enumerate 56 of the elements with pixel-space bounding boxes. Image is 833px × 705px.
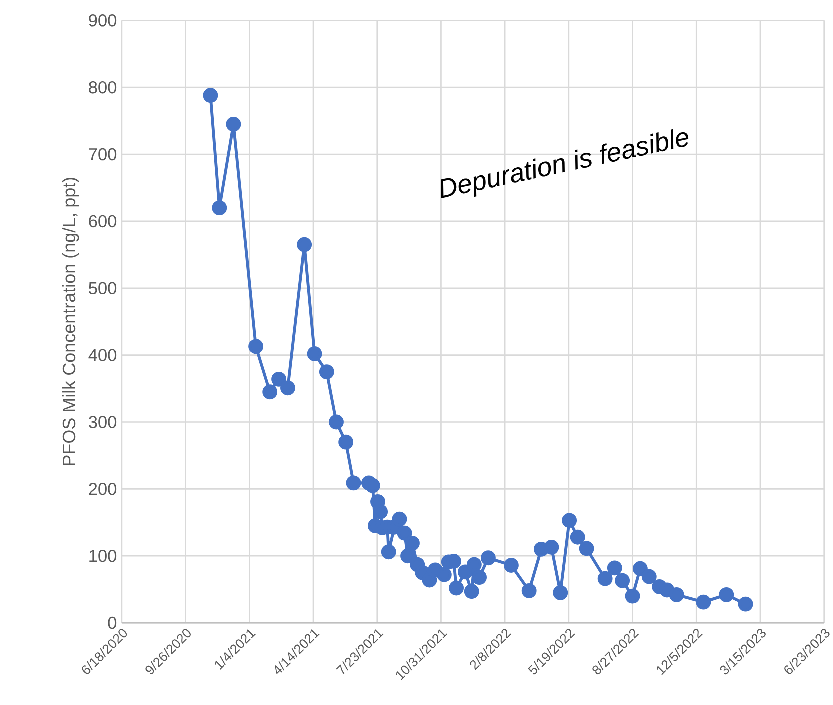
point (272, 372, 286, 387)
y-tick-label: 500 (89, 282, 117, 295)
y-tick-label: 100 (90, 550, 117, 562)
point (466, 557, 482, 572)
y-tick-label: 300 (89, 416, 117, 428)
y-tick-label: 700 (89, 148, 117, 161)
y-tick-label: 600 (89, 215, 117, 228)
point (504, 558, 519, 573)
point (436, 567, 452, 582)
point (553, 585, 568, 600)
point (297, 237, 312, 252)
y-tick-label: 900 (89, 14, 117, 27)
y-tick-label: 400 (88, 349, 117, 362)
point (464, 584, 480, 600)
point (570, 530, 586, 545)
point (392, 512, 408, 527)
point (719, 587, 734, 602)
y-tick-label: 200 (89, 483, 117, 496)
point (381, 544, 396, 560)
point (329, 414, 344, 430)
point (212, 200, 228, 216)
point (642, 569, 657, 584)
point (472, 570, 487, 585)
point (405, 536, 420, 551)
point (338, 434, 354, 450)
point (248, 339, 264, 354)
y-tick-label: 0 (108, 616, 117, 630)
point (544, 540, 560, 555)
point (226, 116, 242, 132)
point (346, 476, 362, 491)
point (280, 380, 296, 396)
point (458, 564, 473, 580)
point (522, 583, 537, 598)
point (307, 346, 322, 362)
point (579, 541, 594, 556)
point (449, 580, 464, 596)
point (598, 571, 613, 586)
point (262, 384, 278, 400)
point (632, 561, 648, 576)
point (669, 587, 684, 602)
point (738, 596, 754, 612)
y-axis-title: PFOS Milk Concentration (ng/L, ppt) (62, 178, 80, 466)
point (319, 364, 334, 380)
point (365, 478, 380, 494)
point (562, 513, 578, 528)
point (400, 548, 416, 564)
annotation: Depuration is feasible (440, 129, 689, 198)
point (397, 526, 412, 541)
point (481, 550, 496, 566)
point (373, 504, 388, 520)
point (615, 573, 630, 588)
y-tick-label: 800 (89, 81, 117, 94)
point (607, 560, 622, 576)
point (203, 88, 218, 104)
point (696, 594, 712, 610)
point (625, 588, 640, 604)
